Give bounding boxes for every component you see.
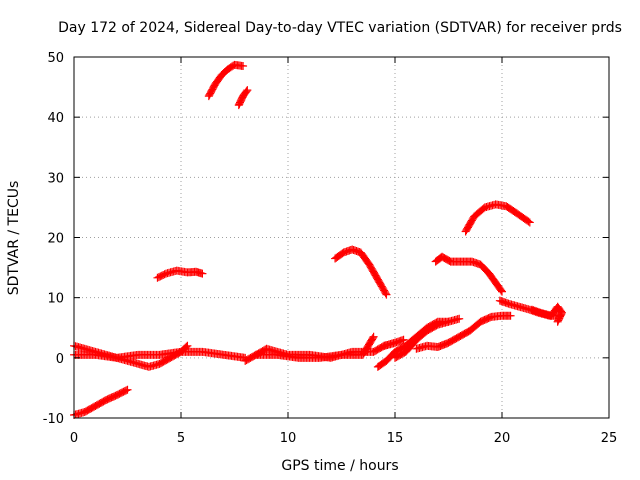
- data-point: [506, 311, 515, 320]
- series-arc-8: [251, 332, 378, 362]
- data-point: [497, 286, 506, 295]
- data-point: [553, 317, 562, 326]
- series-arc-13: [412, 311, 515, 353]
- series-arc-6: [234, 86, 252, 110]
- data-point: [498, 287, 506, 296]
- data-point: [242, 87, 251, 96]
- data-point: [382, 290, 391, 299]
- data-point: [525, 218, 534, 227]
- chart-title: Day 172 of 2024, Sidereal Day-to-day VTE…: [58, 20, 622, 36]
- data-point: [369, 332, 378, 341]
- series-arc-3: [70, 347, 250, 362]
- series-arc-9: [331, 245, 391, 299]
- y-tick-label: 30: [47, 171, 64, 186]
- x-tick-label: 10: [280, 431, 297, 446]
- y-tick-label: -10: [43, 412, 64, 427]
- series-arc-5: [204, 60, 248, 101]
- data-point: [399, 335, 408, 344]
- data-marks: [70, 60, 566, 419]
- x-tick-label: 15: [387, 431, 404, 446]
- data-point: [243, 86, 252, 95]
- y-tick-label: 10: [47, 292, 64, 307]
- series-arc-15: [461, 200, 534, 236]
- series-arc-12: [380, 335, 408, 350]
- y-tick-label: 20: [47, 232, 64, 247]
- x-axis-label: GPS time / hours: [281, 458, 398, 474]
- data-point: [122, 386, 131, 395]
- y-tick-label: 50: [47, 51, 64, 66]
- y-axis-label: SDTVAR / TECUs: [6, 181, 22, 296]
- x-tick-label: 5: [177, 431, 185, 446]
- y-tick-label: 0: [56, 352, 64, 367]
- x-tick-label: 20: [494, 431, 511, 446]
- y-tick-label: 40: [47, 111, 64, 126]
- data-point: [554, 316, 563, 325]
- data-point: [123, 385, 132, 394]
- series-arc-17: [527, 302, 566, 326]
- data-point: [524, 217, 533, 226]
- data-point: [381, 289, 390, 298]
- data-point: [198, 269, 207, 278]
- data-point: [368, 334, 377, 343]
- data-point: [239, 62, 248, 71]
- x-tick-label: 25: [601, 431, 618, 446]
- data-point: [182, 342, 191, 351]
- x-tick-labels: 0 5 10 15 20 25: [70, 431, 617, 446]
- x-tick-label: 0: [70, 431, 78, 446]
- y-tick-labels: -10 0 10 20 30 40 50: [43, 51, 64, 427]
- data-point: [455, 314, 464, 323]
- series-arc-14: [431, 252, 506, 296]
- series-arc-11: [391, 314, 464, 362]
- series-arc-4: [153, 266, 207, 282]
- tick-marks: [73, 56, 610, 419]
